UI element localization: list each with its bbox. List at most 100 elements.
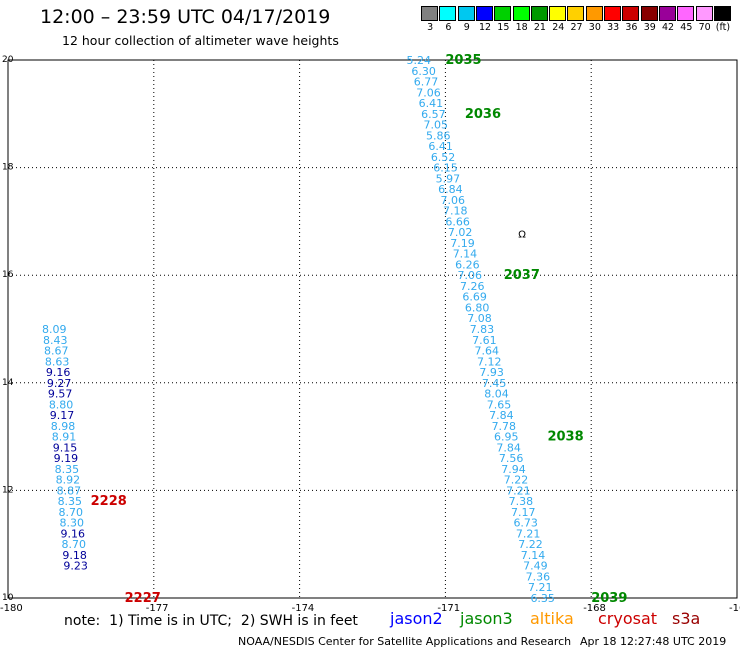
wave-height-label: 8.87 [57, 484, 82, 497]
wave-height-label: 8.04 [484, 388, 509, 401]
y-tick-label: 12 [2, 485, 13, 495]
wave-height-label: 9.18 [62, 549, 87, 562]
satellite-jason3: jason3 [460, 609, 513, 628]
wave-height-label: 7.64 [475, 345, 500, 358]
wave-height-label: 8.35 [55, 463, 80, 476]
wave-height-label: 8.80 [49, 398, 74, 411]
color-scale-label: 12 [479, 22, 492, 33]
wave-height-label: 7.21 [528, 581, 553, 594]
wave-height-label: 7.78 [492, 420, 517, 433]
wave-height-label: 6.95 [494, 431, 519, 444]
plot-frame [7, 59, 738, 599]
color-scale-label: 18 [515, 22, 528, 33]
wave-height-label: 6.73 [513, 517, 538, 530]
wave-height-label: 9.16 [46, 366, 71, 379]
wave-height-label: 7.38 [509, 495, 533, 508]
wave-height-label: 6.80 [465, 301, 490, 314]
color-scale-swatch [567, 6, 585, 21]
wave-height-label: 7.36 [526, 570, 551, 583]
x-tick-label: -180 [0, 603, 23, 614]
color-scale-label: 70 [698, 22, 711, 33]
wave-height-label: 8.70 [59, 506, 84, 519]
wave-height-label: 6.41 [419, 97, 444, 110]
color-scale-label: 3 [427, 22, 434, 33]
wave-height-label: 7.18 [443, 205, 468, 218]
color-scale-label: 24 [552, 22, 565, 33]
wave-height-label: 8.30 [60, 517, 85, 530]
color-scale-label: (ft) [715, 22, 731, 33]
time-label: 2227 [125, 591, 161, 606]
y-tick-label: 18 [2, 163, 14, 173]
time-label: 2037 [504, 268, 540, 283]
wave-height-label: 7.14 [453, 248, 478, 261]
satellite-s3a: s3a [672, 609, 701, 628]
color-scale-label: 27 [570, 22, 583, 33]
page-title: 12:00 – 23:59 UTC 04/17/2019 [40, 6, 331, 28]
wave-height-label: 6.15 [433, 162, 458, 175]
wave-height-label: 9.15 [53, 441, 78, 454]
wave-height-label: 7.17 [511, 506, 536, 519]
wave-height-label: 6.84 [438, 183, 463, 196]
y-tick-label: 10 [2, 593, 14, 603]
wave-height-label: 9.17 [50, 409, 75, 422]
wave-height-label: 5.86 [426, 129, 451, 142]
time-label: 2035 [445, 53, 481, 68]
color-scale-swatch [475, 6, 493, 21]
wave-height-label: 7.19 [450, 237, 475, 250]
wave-height-label: 6.77 [414, 76, 439, 89]
wave-height-label: 7.21 [506, 484, 531, 497]
time-label: 2039 [591, 591, 627, 606]
x-tick-label: -16 [729, 603, 740, 614]
wave-height-label: 7.21 [516, 527, 541, 540]
wave-height-label: 7.83 [470, 323, 495, 336]
color-scale-swatch [585, 6, 603, 21]
color-scale-swatch [695, 6, 713, 21]
wave-height-label: 9.19 [54, 452, 79, 465]
wave-height-label: 8.92 [56, 474, 81, 487]
time-label: 2036 [465, 107, 501, 122]
wave-height-label: 7.49 [523, 560, 548, 573]
wave-height-label: 8.91 [52, 431, 77, 444]
wave-height-label: 7.94 [501, 463, 526, 476]
wave-height-label: 6.69 [462, 291, 487, 304]
wave-height-label: 7.65 [487, 398, 512, 411]
color-scale-label: 33 [607, 22, 620, 33]
color-scale-swatch [439, 6, 457, 21]
color-scale-swatch [421, 6, 438, 21]
y-tick-label: 14 [2, 378, 14, 388]
color-scale-label: 42 [662, 22, 675, 33]
color-scale-label: 30 [588, 22, 601, 33]
color-scale-swatch [658, 6, 676, 21]
wave-height-label: 7.84 [496, 441, 521, 454]
wave-height-label: 9.27 [47, 377, 72, 390]
wave-height-label: 6.35 [530, 592, 555, 605]
wave-height-label: 7.84 [489, 409, 514, 422]
wave-height-label: 7.05 [424, 119, 449, 132]
x-tick-label: -177 [146, 603, 169, 614]
color-scale-label: 15 [497, 22, 510, 33]
wave-height-label: 7.06 [416, 86, 441, 99]
wave-height-label: 6.41 [428, 140, 453, 153]
color-scale-swatch [640, 6, 658, 21]
wave-height-label: 7.26 [460, 280, 485, 293]
wave-height-label: 8.35 [58, 495, 83, 508]
color-scale-swatch [713, 6, 731, 21]
wave-height-label: 7.22 [504, 474, 528, 487]
x-tick-label: -168 [583, 603, 606, 614]
wave-height-label: 6.66 [445, 215, 470, 228]
color-scale-swatch [622, 6, 640, 21]
color-scale-label: 21 [533, 22, 546, 33]
wave-height-label: 8.70 [61, 538, 86, 551]
wave-height-label: 7.06 [441, 194, 466, 207]
wave-height-label: 8.09 [42, 323, 67, 336]
color-scale-label: 45 [680, 22, 693, 33]
color-scale-label: 39 [643, 22, 656, 33]
wave-height-label: 5.97 [436, 172, 461, 185]
wave-height-label: 8.63 [45, 355, 70, 368]
wave-height-label: 9.57 [48, 388, 73, 401]
page-subtitle: 12 hour collection of altimeter wave hei… [62, 33, 339, 48]
x-tick-label: -174 [292, 603, 315, 614]
color-scale-swatch [457, 6, 475, 21]
